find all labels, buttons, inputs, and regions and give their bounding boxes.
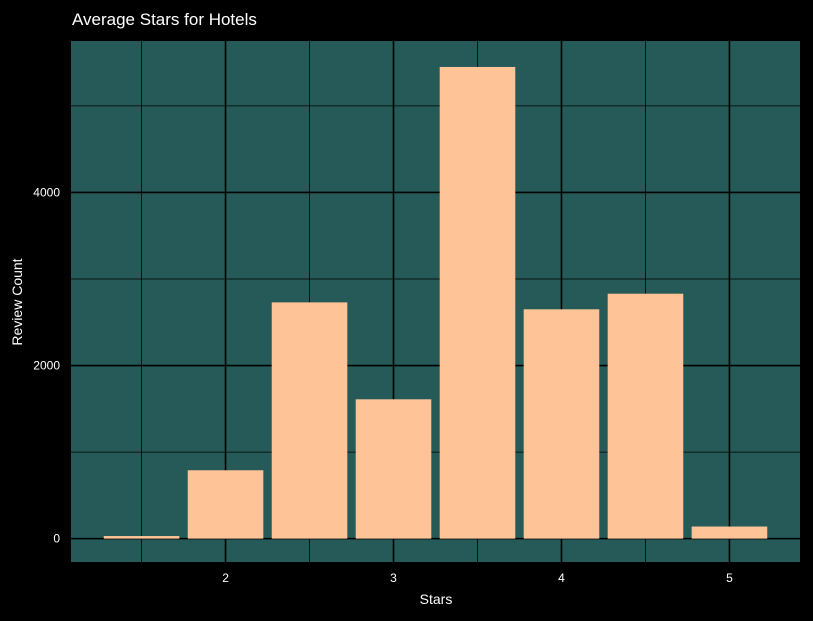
y-tick-label: 0	[53, 532, 60, 546]
x-tick-label: 4	[558, 571, 565, 585]
bar	[439, 66, 516, 539]
bar	[523, 309, 600, 539]
y-tick-label: 2000	[33, 359, 60, 373]
bar	[187, 470, 264, 539]
y-tick-label: 4000	[33, 185, 60, 199]
chart-title: Average Stars for Hotels	[72, 10, 257, 29]
x-tick-label: 5	[726, 571, 733, 585]
bars	[103, 66, 768, 539]
x-tick-label: 3	[390, 571, 397, 585]
bar	[103, 536, 180, 539]
x-tick-label: 2	[222, 571, 229, 585]
x-axis-label: Stars	[420, 591, 453, 607]
plot-area	[71, 41, 800, 562]
bar	[355, 399, 432, 539]
y-axis-label: Review Count	[9, 258, 25, 345]
ticks: 2 3 4 5 0 2000 4000	[33, 185, 733, 585]
bar	[691, 526, 768, 539]
bar	[607, 293, 684, 539]
bar	[271, 302, 348, 539]
